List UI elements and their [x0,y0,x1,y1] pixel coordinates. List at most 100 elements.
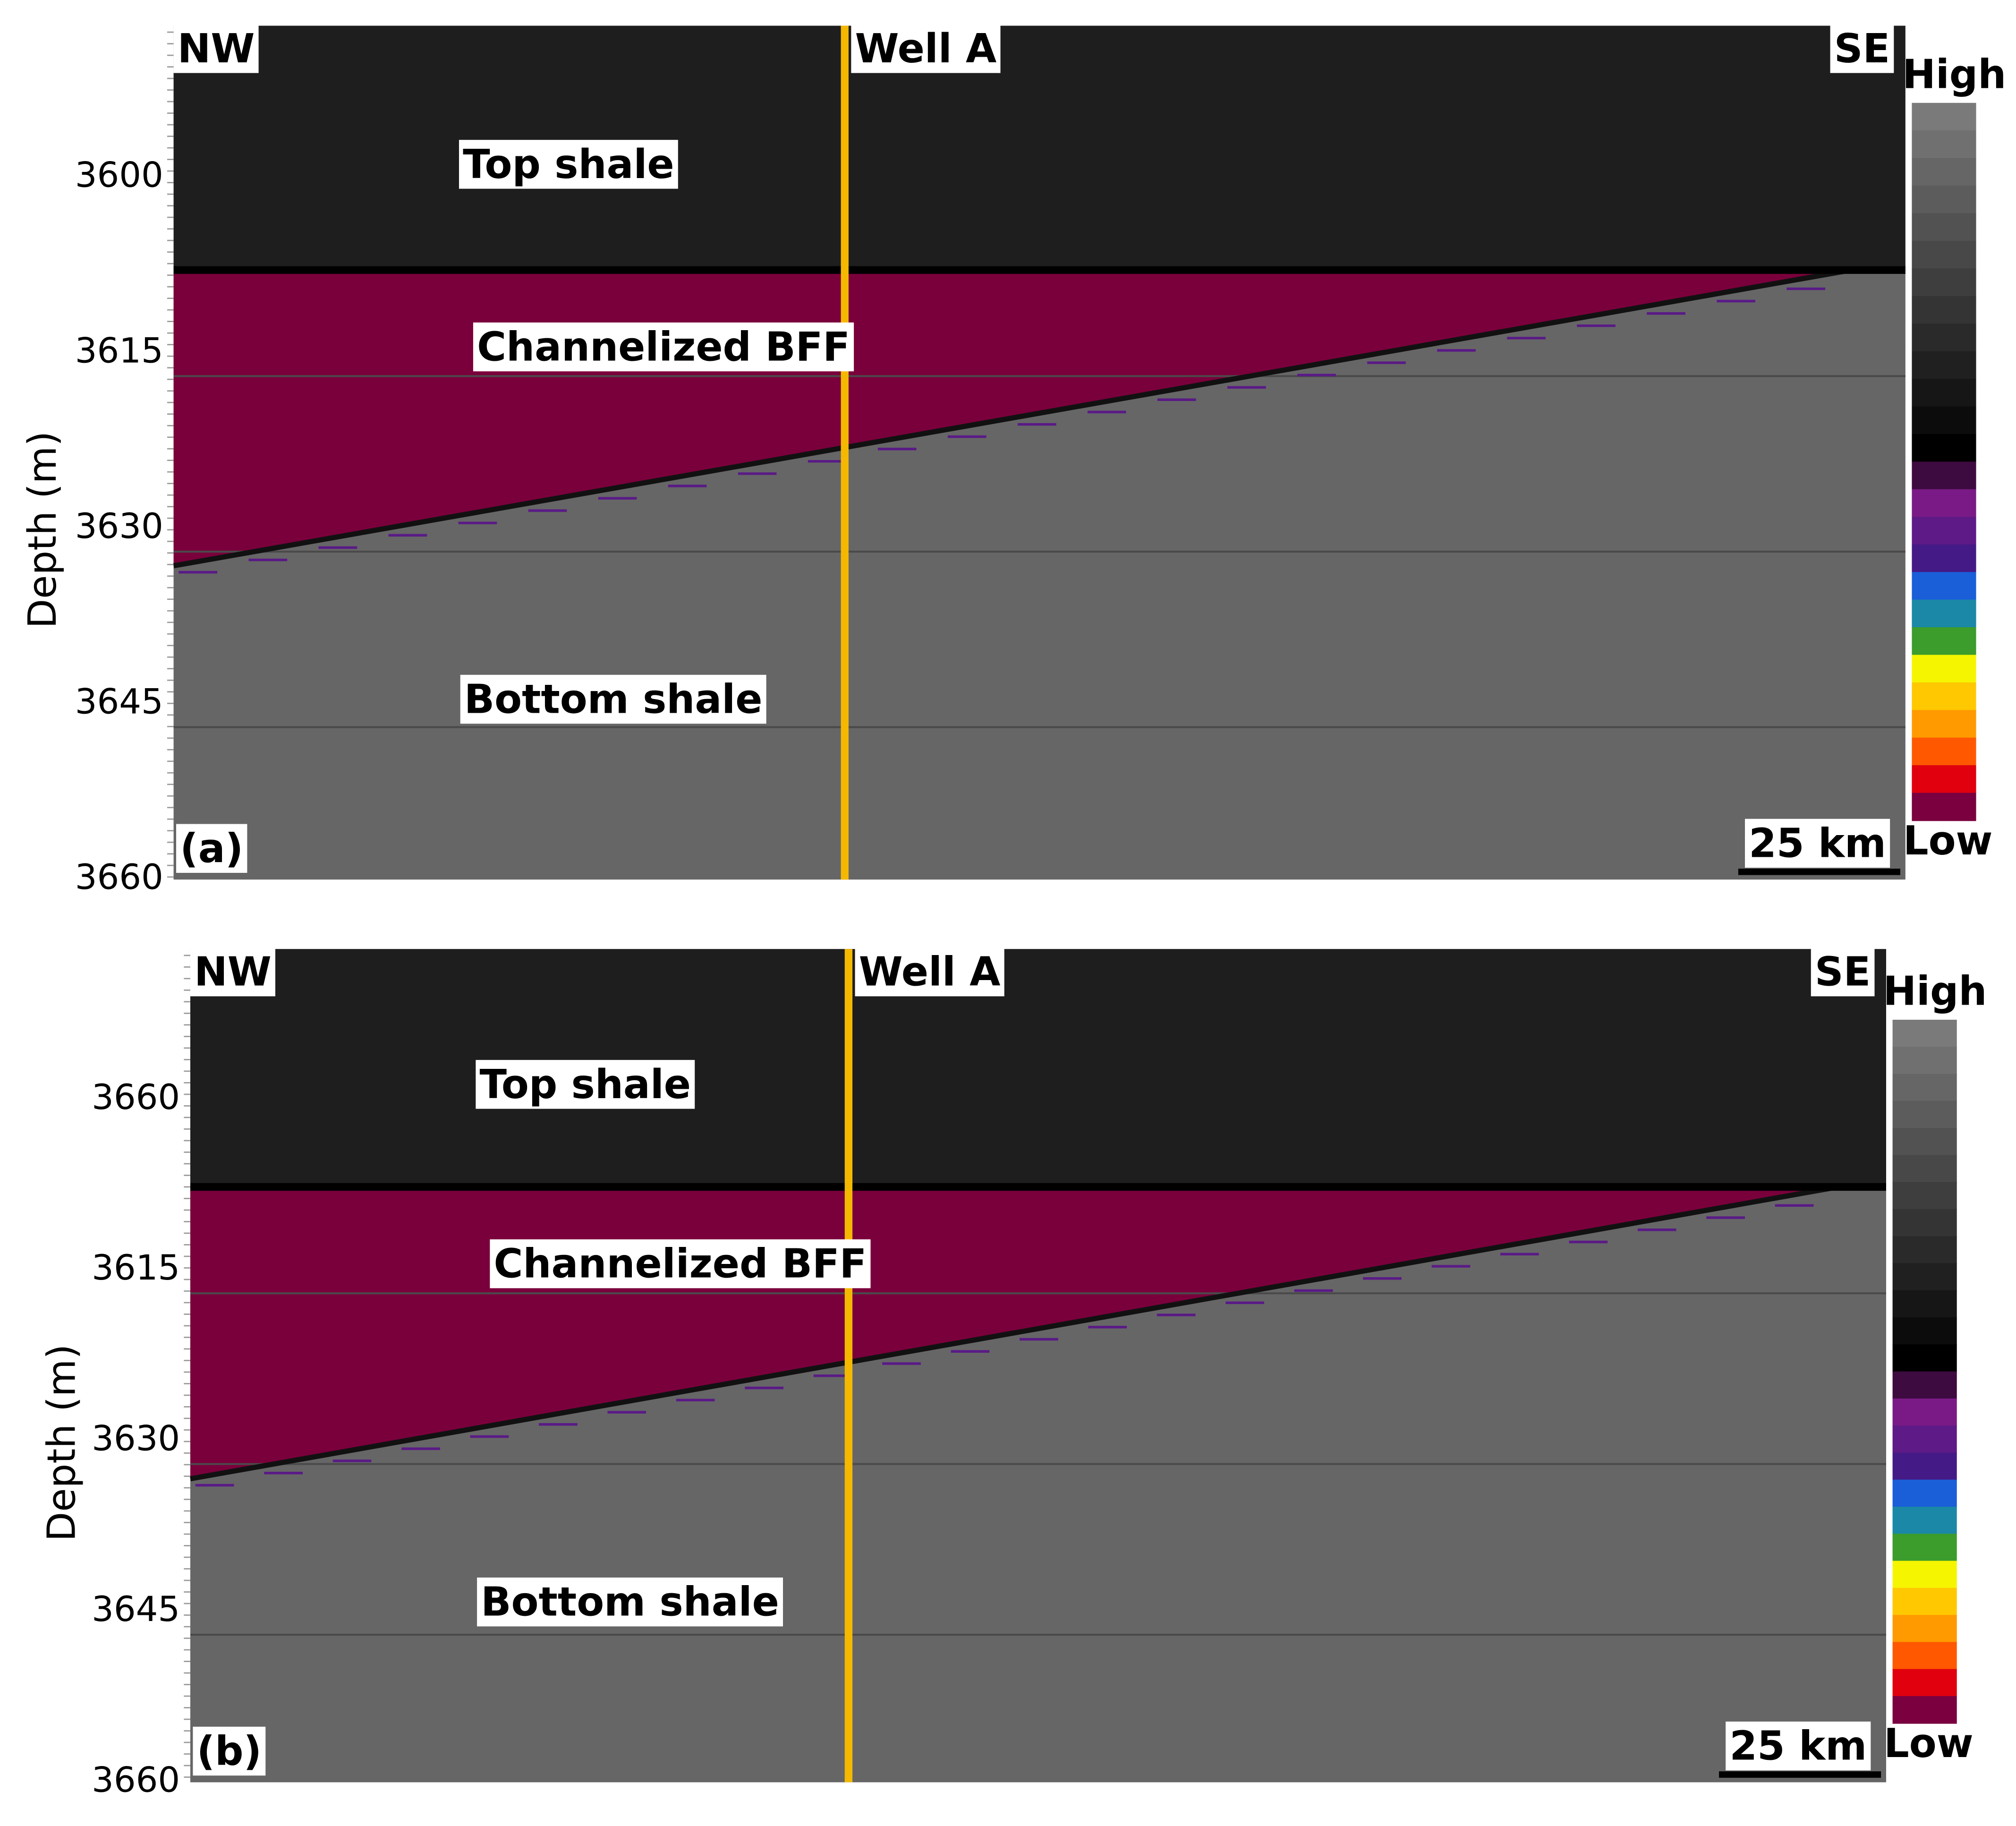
colorbar-swatch [1892,1587,1957,1616]
y-tick-label: 3645 [75,682,163,722]
y-tick-label: 3615 [75,331,163,371]
well-label: Well A [859,949,1001,995]
colorbar-swatch [1892,1236,1957,1264]
colorbar-swatch [1892,1344,1957,1372]
colorbar-swatch [1912,102,1976,131]
colorbar-swatch [1912,240,1976,269]
colorbar-swatch [1912,406,1976,435]
colorbar-swatch [1892,1074,1957,1102]
colorbar-swatch [1912,186,1976,214]
wedge-base [173,267,1852,569]
top-shale [190,949,1886,1187]
well-label-box [855,947,1004,997]
layer-label-box [459,140,678,189]
colorbar-swatch [1892,1669,1957,1697]
colorbar-swatch [1892,1534,1957,1561]
scale-bar-label-box [1744,819,1890,868]
colorbar-swatch [1912,296,1976,324]
colorbar-swatch [1892,1155,1957,1183]
colorbar-swatch [1912,627,1976,656]
colorbar-swatch [1912,765,1976,794]
colorbar-swatch [1912,324,1976,352]
colorbar-swatch [1912,158,1976,187]
direction-left: NW [178,26,255,72]
colorbar-swatch [1912,130,1976,159]
colorbar-low: Low [1884,1720,1973,1766]
colorbar-swatch [1912,489,1976,518]
scale-bar-label: 25 km [1749,820,1886,866]
colorbar-swatch [1912,434,1976,462]
direction-left: NW [194,949,272,995]
y-tick-label: 3660 [92,1760,180,1800]
colorbar-swatch [1892,1371,1957,1399]
layer-label-box [476,1060,695,1109]
wedge-base [190,1184,1839,1482]
scale-bar-label-box [1726,1721,1871,1771]
direction-right-box [1811,947,1875,997]
colorbar-swatch [1892,1128,1957,1156]
y-tick-label: 3630 [92,1419,180,1459]
panel-label-box [176,824,247,873]
layer-label-box [490,1239,871,1288]
colorbar-swatch [1912,793,1976,821]
colorbar-swatch [1892,1101,1957,1129]
colorbar-swatch [1892,1209,1957,1237]
layer-label: Top shale [463,141,674,188]
colorbar-high: High [1902,51,2006,97]
layer-label-box [477,1577,783,1627]
colorbar-swatch [1912,682,1976,711]
y-tick-label: 3600 [75,155,163,196]
colorbar-swatch [1892,1317,1957,1345]
colorbar-swatch [1912,351,1976,380]
layer-label: Channelized BFF [477,324,850,370]
colorbar-swatch [1912,544,1976,573]
colorbar-swatch [1892,1479,1957,1508]
colorbar-swatch [1912,572,1976,600]
colorbar-swatch [1892,1642,1957,1670]
y-tick-label: 3660 [92,1077,180,1118]
scale-bar-label: 25 km [1729,1723,1867,1769]
colorbar-swatch [1892,1182,1957,1210]
panel-label: (a) [180,825,243,871]
colorbar-swatch [1912,517,1976,546]
panel-label-box [193,1726,266,1776]
well-label: Well A [855,26,997,72]
colorbar-swatch [1892,1452,1957,1481]
y-tick-label: 3630 [75,506,163,546]
colorbar-swatch [1892,1561,1957,1589]
colorbar-low: Low [1903,818,1993,864]
direction-right: SE [1834,26,1890,72]
layer-label: Bottom shale [464,676,763,722]
colorbar-swatch [1892,1263,1957,1291]
direction-right: SE [1815,949,1871,995]
panel-label: (b) [197,1728,262,1774]
colorbar-swatch [1892,1019,1957,1048]
colorbar-swatch [1912,461,1976,490]
colorbar-swatch [1892,1398,1957,1426]
direction-left-box [173,24,259,73]
colorbar-swatch [1912,599,1976,628]
colorbar-high: High [1883,968,1987,1014]
direction-left-box [190,947,275,997]
colorbar-swatch [1892,1047,1957,1075]
colorbar-swatch [1912,213,1976,242]
colorbar-swatch [1892,1425,1957,1453]
direction-right-box [1830,24,1894,73]
layer-label: Top shale [480,1061,691,1108]
y-tick-label: 3645 [92,1589,180,1630]
y-tick-label: 3615 [92,1248,180,1288]
layer-label: Channelized BFF [493,1241,867,1287]
y-tick-label: 3660 [75,857,163,897]
layer-label: Bottom shale [481,1579,779,1625]
colorbar-swatch [1912,710,1976,739]
colorbar-swatch [1912,379,1976,407]
layer-label-box [460,674,766,724]
colorbar-swatch [1912,268,1976,297]
y-axis-label: Depth (m) [40,1344,85,1542]
colorbar-swatch [1892,1506,1957,1535]
top-shale [173,26,1905,270]
layer-label-box [473,322,854,372]
colorbar-swatch [1892,1615,1957,1643]
colorbar-swatch [1892,1696,1957,1724]
